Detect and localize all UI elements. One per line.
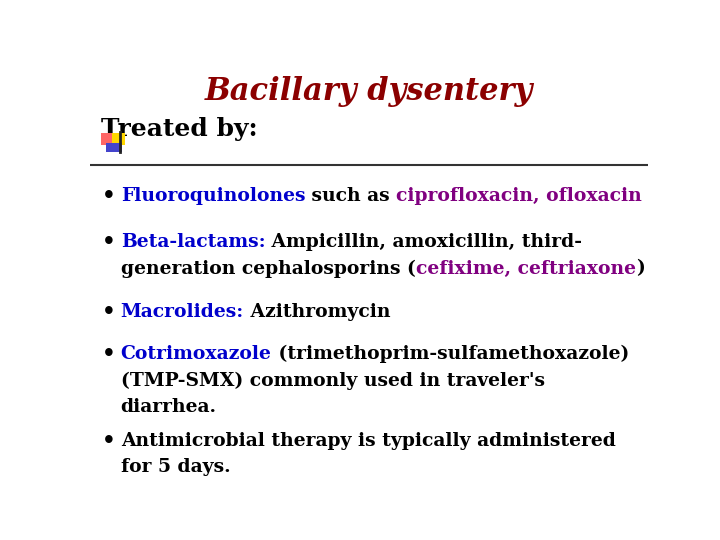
Text: diarrhea.: diarrhea. [121, 397, 217, 416]
Text: for 5 days.: for 5 days. [121, 458, 230, 476]
FancyBboxPatch shape [106, 143, 122, 152]
Text: generation cephalosporins (: generation cephalosporins ( [121, 259, 415, 278]
Text: Cotrimoxazole: Cotrimoxazole [121, 345, 271, 363]
Text: •: • [102, 301, 115, 323]
Text: (TMP-SMX) commonly used in traveler's: (TMP-SMX) commonly used in traveler's [121, 372, 545, 390]
Text: Fluoroquinolones: Fluoroquinolones [121, 187, 305, 205]
Text: Beta-lactams:: Beta-lactams: [121, 233, 265, 251]
Text: Antimicrobial therapy is typically administered: Antimicrobial therapy is typically admin… [121, 432, 616, 450]
Text: •: • [102, 343, 115, 365]
Text: •: • [102, 231, 115, 253]
Text: Azithromycin: Azithromycin [244, 303, 390, 321]
Text: •: • [102, 185, 115, 207]
Text: (trimethoprim-sulfamethoxazole): (trimethoprim-sulfamethoxazole) [271, 345, 629, 363]
Text: Macrolides:: Macrolides: [121, 303, 244, 321]
Text: Treated by:: Treated by: [101, 117, 258, 141]
Text: ciprofloxacin, ofloxacin: ciprofloxacin, ofloxacin [396, 187, 642, 205]
Text: Bacillary dysentery: Bacillary dysentery [204, 76, 534, 107]
FancyBboxPatch shape [101, 133, 120, 145]
Text: Ampicillin, amoxicillin, third-: Ampicillin, amoxicillin, third- [265, 233, 582, 251]
Text: ): ) [636, 260, 644, 278]
Text: such as: such as [305, 187, 396, 205]
FancyBboxPatch shape [112, 133, 125, 145]
Text: cefixime, ceftriaxone: cefixime, ceftriaxone [415, 260, 636, 278]
Text: •: • [102, 430, 115, 452]
